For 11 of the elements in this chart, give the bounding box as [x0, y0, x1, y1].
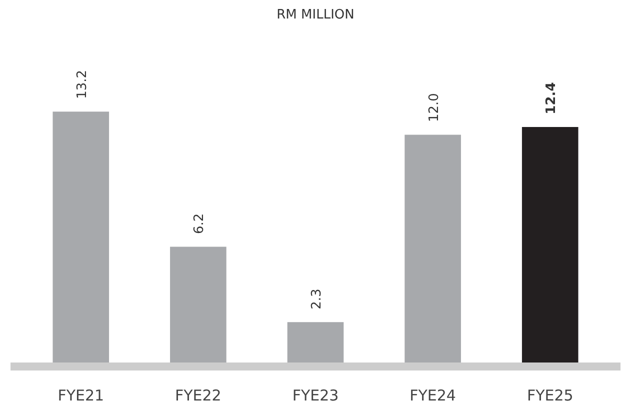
x-tick-label: FYE21	[58, 386, 104, 404]
data-label: 12.4	[544, 82, 560, 114]
chart-title: RM MILLION	[276, 8, 354, 22]
x-tick-label: FYE24	[410, 386, 456, 404]
data-label: 13.2	[74, 70, 90, 99]
data-label: 12.0	[426, 93, 442, 122]
x-tick-label: FYE22	[175, 386, 222, 404]
data-label: 6.2	[192, 213, 208, 234]
data-label: 2.3	[310, 288, 324, 310]
x-tick-label: FYE25	[526, 386, 574, 404]
x-tick-label: FYE23	[292, 386, 339, 404]
